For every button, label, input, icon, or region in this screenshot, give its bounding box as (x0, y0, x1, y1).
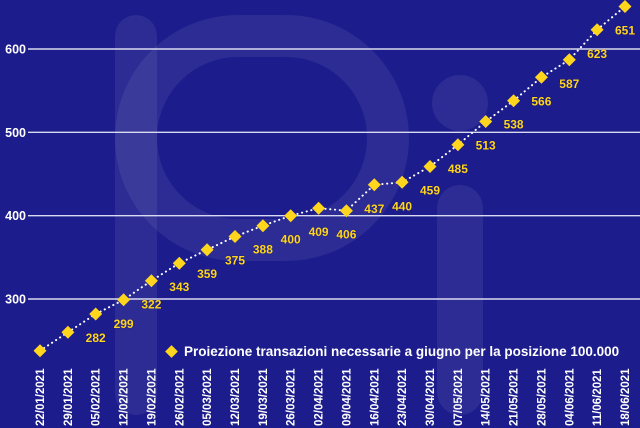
data-point-marker (200, 243, 214, 257)
x-tick-label: 26/03/2021 (286, 368, 298, 426)
data-point-marker (451, 138, 465, 152)
data-point-marker (117, 293, 131, 307)
x-tick-label: 23/04/2021 (397, 368, 409, 426)
data-point-label: 400 (281, 233, 301, 247)
dotted-series-line (39, 5, 626, 352)
legend-label: Proiezione transazioni necessarie a giug… (184, 343, 620, 359)
x-tick-label: 29/01/2021 (63, 368, 75, 426)
x-tick-label: 12/02/2021 (119, 368, 131, 426)
data-point-marker (256, 219, 270, 233)
data-point-label: 322 (141, 298, 161, 312)
data-point-label: 406 (336, 228, 356, 242)
x-tick-label: 14/05/2021 (481, 368, 493, 426)
y-tick-label: 300 (5, 293, 26, 307)
data-point-label: 282 (86, 331, 106, 345)
data-point-label: 485 (448, 162, 468, 176)
data-point-marker (284, 209, 298, 223)
x-tick-label: 11/06/2021 (592, 368, 604, 426)
data-point-label: 359 (197, 267, 217, 281)
x-tick-label: 16/04/2021 (369, 368, 381, 426)
x-tick-label: 04/06/2021 (564, 368, 576, 426)
y-tick-label: 600 (5, 43, 26, 57)
watermark-i-dot (432, 75, 488, 131)
data-point-label: 623 (587, 47, 607, 61)
data-point-label: 538 (504, 118, 524, 132)
data-point-marker (423, 159, 437, 174)
data-point-marker (590, 23, 604, 37)
data-point-marker (562, 53, 576, 67)
x-tick-label: 26/02/2021 (174, 368, 186, 426)
watermark-i-stem (437, 185, 483, 415)
data-point-marker (172, 256, 186, 270)
data-point-marker (89, 307, 103, 321)
data-point-label: 513 (476, 139, 496, 153)
data-point-label: 409 (309, 225, 329, 239)
x-tick-label: 28/05/2021 (536, 368, 548, 426)
data-point-label: 375 (225, 254, 245, 268)
x-tick-label: 19/03/2021 (258, 368, 270, 426)
data-point-label: 437 (364, 202, 384, 216)
data-point-marker (367, 178, 381, 192)
data-point-label: 388 (253, 243, 273, 257)
data-point-marker (312, 201, 326, 215)
x-tick-label: 19/02/2021 (146, 368, 158, 426)
x-tick-label: 07/05/2021 (453, 368, 465, 426)
legend: Proiezione transazioni necessarie a giug… (165, 343, 620, 359)
x-tick-label: 12/03/2021 (230, 368, 242, 426)
y-tick-label: 500 (5, 126, 26, 140)
data-point-label: 587 (559, 77, 579, 91)
x-tick-label: 02/04/2021 (314, 368, 326, 426)
watermark-p-bowl (115, 15, 409, 261)
data-point-label: 299 (114, 317, 134, 331)
x-tick-label: 30/04/2021 (425, 368, 437, 426)
x-tick-label: 21/05/2021 (509, 368, 521, 426)
data-point-marker (228, 229, 242, 244)
data-point-marker (339, 204, 353, 218)
data-point-label: 651 (615, 24, 635, 38)
x-tick-label: 05/02/2021 (91, 368, 103, 426)
data-point-marker (33, 344, 47, 358)
pi-watermark-letters (115, 15, 488, 415)
x-tick-label: 18/06/2021 (620, 368, 632, 426)
data-point-marker (61, 325, 75, 339)
data-point-marker (479, 114, 493, 129)
x-tick-label: 22/01/2021 (35, 368, 47, 426)
data-point-marker (534, 70, 548, 84)
data-point-label: 440 (392, 199, 412, 213)
data-point-label: 566 (531, 94, 551, 108)
x-tick-label: 05/03/2021 (202, 368, 214, 426)
data-point-marker (395, 175, 409, 189)
diamond-icon (165, 344, 178, 358)
y-tick-label: 400 (5, 209, 26, 223)
data-point-marker (144, 274, 158, 288)
x-tick-label: 09/04/2021 (341, 368, 353, 426)
data-point-label: 343 (169, 280, 189, 294)
data-point-label: 459 (420, 184, 440, 198)
data-point-marker (507, 94, 521, 108)
data-point-marker (618, 0, 632, 14)
